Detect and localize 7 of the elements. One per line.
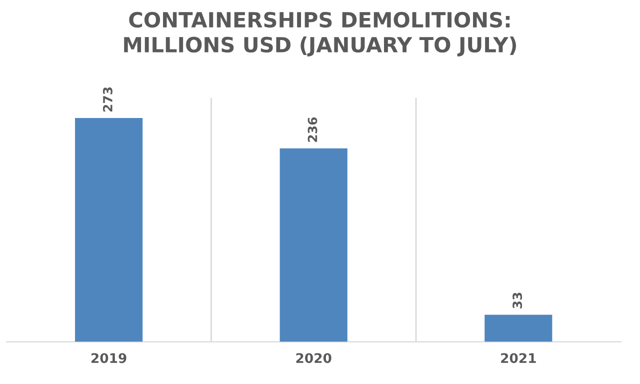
data-label: 236 — [308, 117, 318, 142]
x-tick-label: 2020 — [296, 353, 332, 364]
chart-title: CONTAINERSHIPS DEMOLITIONS: MILLIONS USD (JANUARY TO JULY) — [124, 12, 516, 56]
x-tick-label: 2019 — [91, 353, 126, 364]
data-label: 273 — [102, 87, 112, 112]
x-tick-label: 2021 — [501, 353, 536, 364]
data-label: 33 — [512, 292, 522, 308]
